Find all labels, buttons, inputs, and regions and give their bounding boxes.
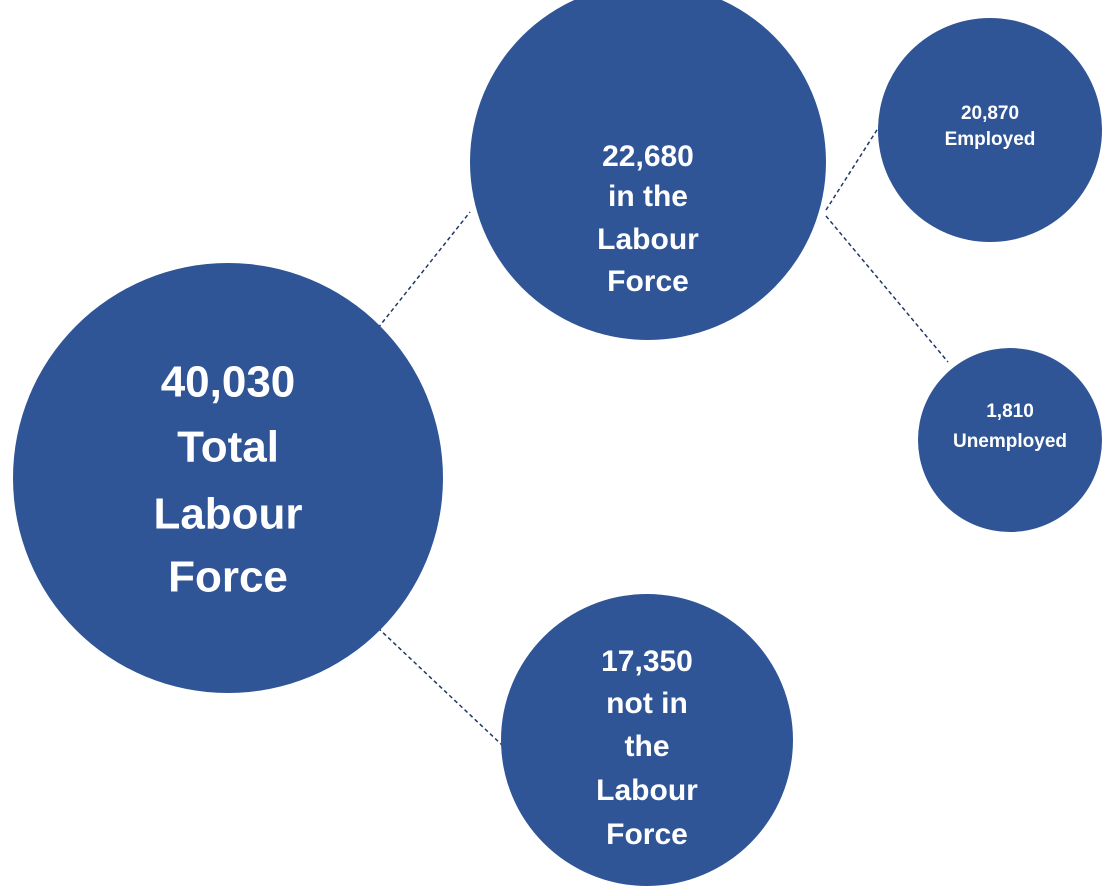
node-label: 40,030 (161, 358, 296, 407)
node-label: Unemployed (953, 431, 1067, 452)
connector (377, 211, 471, 329)
node-circle (470, 0, 826, 340)
node-circle (501, 594, 793, 886)
node-label: Force (168, 553, 288, 602)
connector (825, 215, 949, 363)
connector (377, 627, 503, 746)
node-label: Total (177, 423, 279, 472)
node-label: in the (608, 180, 688, 213)
node-label: Labour (597, 223, 699, 256)
node-circle (13, 263, 443, 693)
node-label: Labour (153, 490, 302, 539)
node-circle (878, 18, 1102, 242)
node-label: the (625, 730, 670, 763)
node-label: Force (607, 265, 689, 298)
node-label: 22,680 (602, 140, 694, 173)
node-label: not in (606, 687, 688, 720)
node-label: 20,870 (961, 103, 1019, 124)
node-label: Labour (596, 774, 698, 807)
node-circle (918, 348, 1102, 532)
node-label: Employed (945, 129, 1036, 150)
node-label: 17,350 (601, 645, 693, 678)
connector (825, 121, 883, 211)
node-label: Force (606, 818, 688, 851)
nodes: 40,030 Total Labour Force 22,680 in the Labour… (13, 0, 1102, 886)
node-label: 1,810 (986, 401, 1034, 422)
